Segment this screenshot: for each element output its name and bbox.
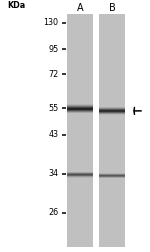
Text: 130: 130 <box>44 18 59 27</box>
Text: B: B <box>109 3 116 13</box>
Text: 34: 34 <box>48 169 58 178</box>
Bar <box>67 14 93 247</box>
Text: 26: 26 <box>48 208 59 217</box>
Bar <box>99 14 125 247</box>
Text: A: A <box>77 3 83 13</box>
Text: 95: 95 <box>48 45 59 54</box>
Text: KDa: KDa <box>8 1 26 10</box>
Text: 72: 72 <box>48 70 59 79</box>
Text: 43: 43 <box>48 130 58 139</box>
Text: 55: 55 <box>48 104 59 113</box>
